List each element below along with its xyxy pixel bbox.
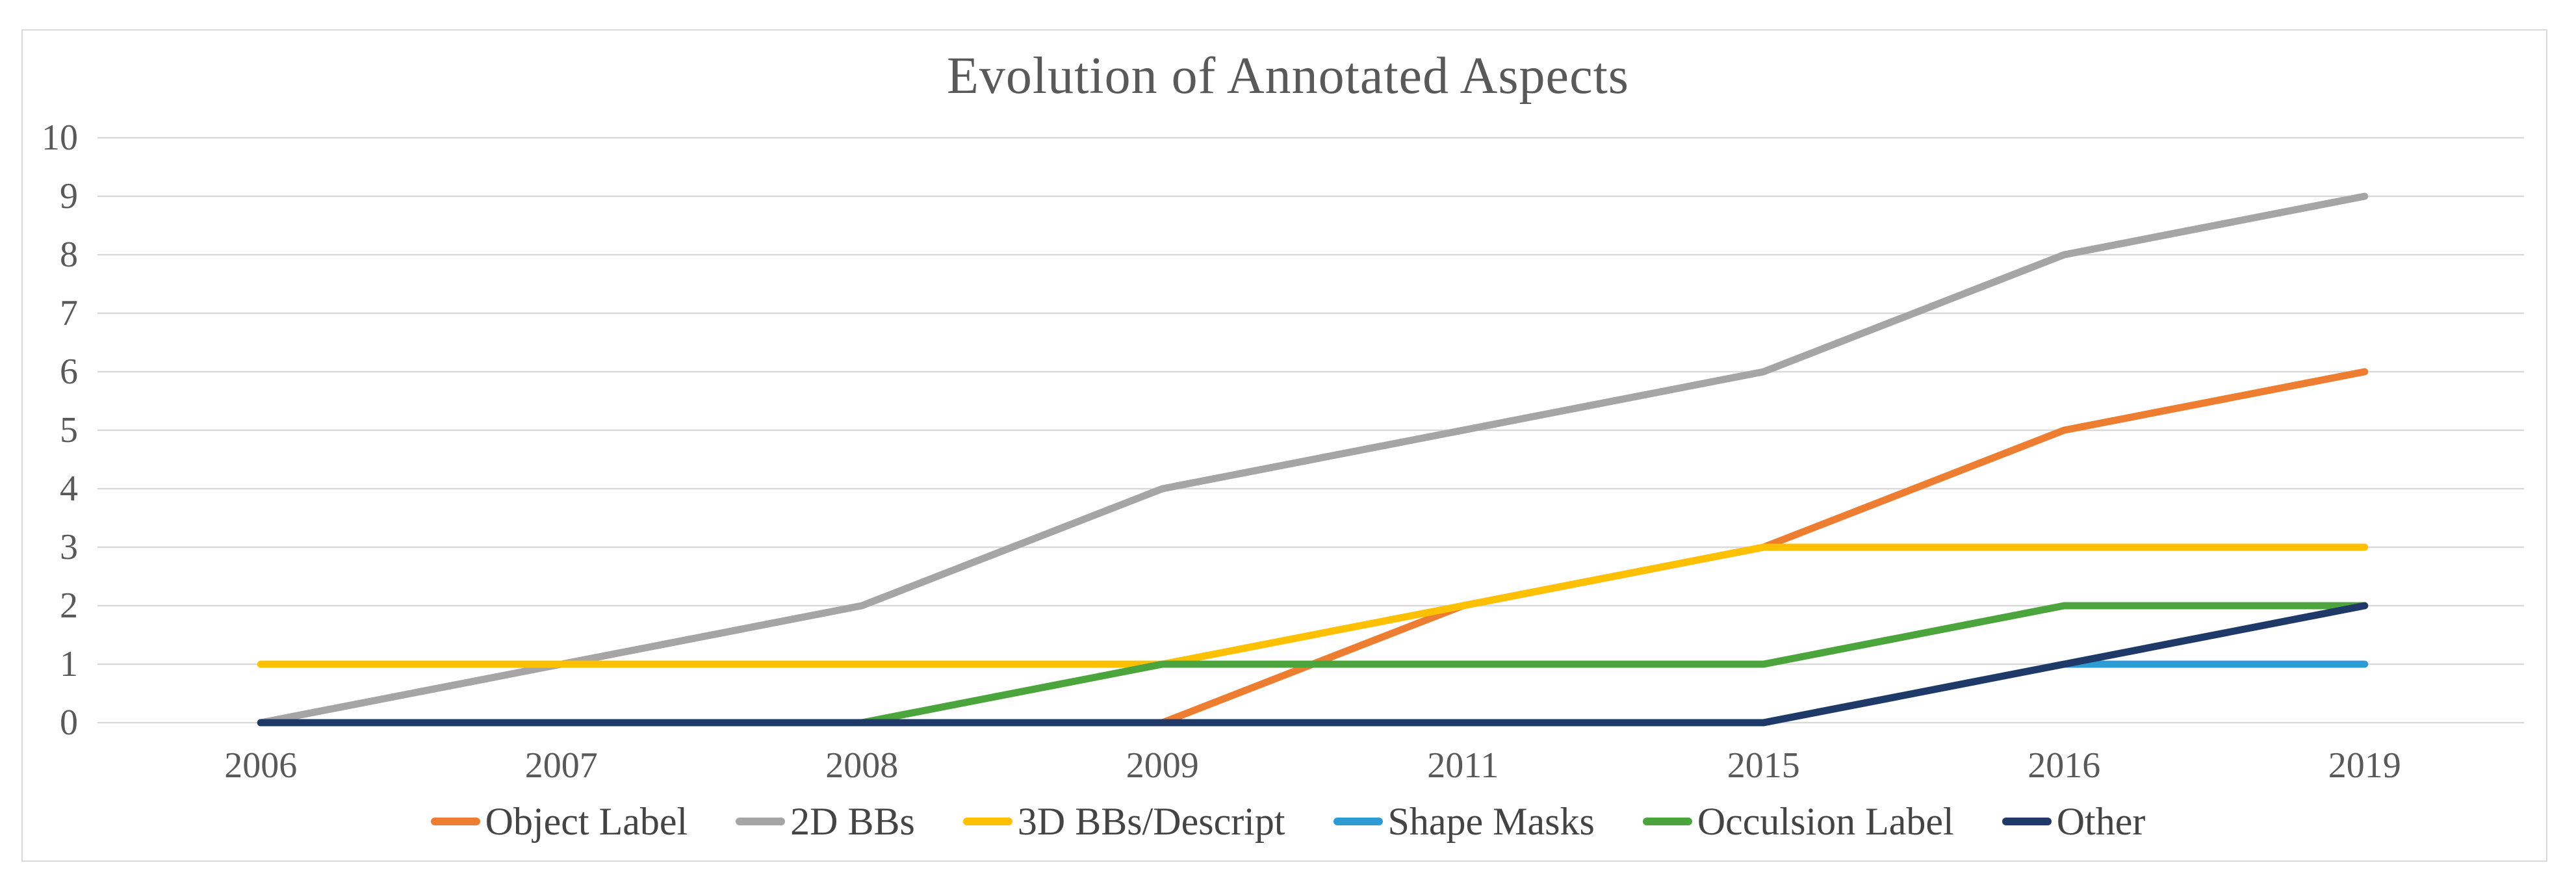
legend-swatch-object-label — [430, 818, 480, 825]
legend-swatch-occulsion-label — [1642, 818, 1692, 825]
y-axis-tick-label: 0 — [60, 703, 78, 743]
legend-label: Occulsion Label — [1697, 800, 1954, 843]
chart-title: Evolution of Annotated Aspects — [947, 47, 1629, 105]
series-lines — [257, 192, 2369, 727]
legend-item-shape-masks: Shape Masks — [1333, 794, 1595, 849]
x-axis-tick-label: 2007 — [524, 745, 598, 786]
x-axis-tick-label: 2009 — [1126, 745, 1199, 786]
series-line-2d-bbs — [257, 192, 2369, 727]
y-axis-tick-label: 5 — [60, 410, 78, 450]
x-axis-tick-label: 2008 — [825, 745, 899, 786]
legend-item-2d-bbs: 2D BBs — [736, 794, 915, 849]
y-axis-tick-label: 8 — [60, 235, 78, 275]
legend-label: Other — [2056, 800, 2146, 843]
y-axis-tick-label: 4 — [60, 469, 78, 509]
legend-swatch-2d-bbs — [736, 818, 786, 825]
x-axis-tick-label: 2019 — [2328, 745, 2401, 786]
legend-label: Object Label — [485, 800, 688, 843]
legend-item-other: Other — [2002, 794, 2146, 849]
x-axis-tick-label: 2011 — [1427, 745, 1499, 786]
y-axis-tick-label: 6 — [60, 352, 78, 392]
y-axis-tick-label: 1 — [60, 644, 78, 684]
y-axis-tick-label: 7 — [60, 293, 78, 333]
series-line-3d-bbs-descript — [257, 543, 2369, 668]
legend-swatch-3d-bbs-descript — [962, 818, 1012, 825]
legend-label: 3D BBs/Descript — [1017, 800, 1285, 843]
legend-item-occulsion-label: Occulsion Label — [1642, 794, 1954, 849]
series-line-shape-masks — [257, 660, 2369, 727]
legend-item-object-label: Object Label — [430, 794, 688, 849]
x-axis-tick-label: 2006 — [224, 745, 298, 786]
legend-item-3d-bbs-descript: 3D BBs/Descript — [962, 794, 1285, 849]
y-axis-tick-label: 9 — [60, 176, 78, 216]
legend-label: 2D BBs — [790, 800, 915, 843]
y-axis-tick-label: 3 — [60, 527, 78, 567]
x-axis-tick-label: 2015 — [1727, 745, 1800, 786]
y-axis-tick-label: 10 — [42, 118, 78, 158]
legend-label: Shape Masks — [1387, 800, 1595, 843]
x-axis-tick-label: 2016 — [2028, 745, 2101, 786]
legend-swatch-shape-masks — [1333, 818, 1383, 825]
legend: Object Label 2D BBs 3D BBs/Descript Shape M… — [0, 794, 2576, 849]
legend-swatch-other — [2002, 818, 2052, 825]
series-line-other — [257, 602, 2369, 727]
y-axis-tick-label: 2 — [60, 586, 78, 626]
